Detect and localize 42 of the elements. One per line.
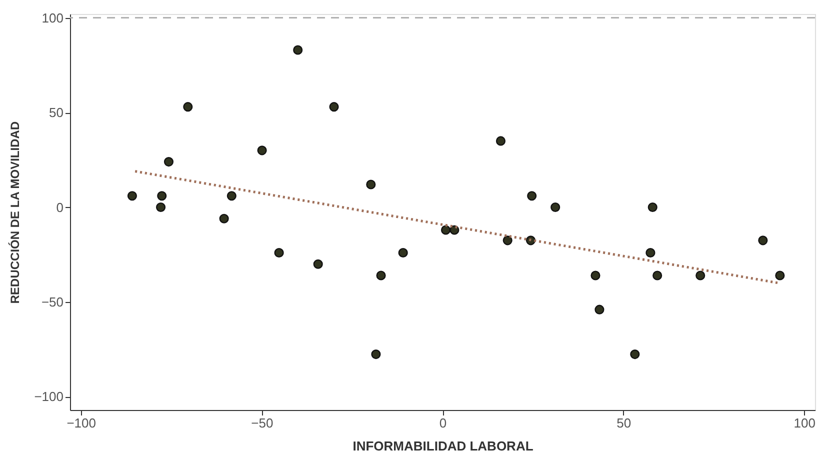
y-tick-label: 50 [49,105,64,120]
y-tick-label: −50 [41,294,64,310]
y-tick-label: −100 [34,389,64,404]
point [164,157,174,167]
point [496,136,506,146]
point [775,270,785,280]
point [594,304,604,314]
point [329,102,339,112]
x-tick-label: 50 [616,416,632,430]
x-tick-label: −100 [66,416,96,430]
point [630,350,640,360]
point [183,102,193,112]
point [257,146,267,156]
y-axis-title: REDUCCIÓN DE LA MOVILIDAD [8,121,22,304]
point [398,248,408,258]
point [366,180,376,190]
point [293,45,303,55]
point [371,350,381,360]
x-axis-title: INFORMABILIDAD LABORAL [352,438,534,454]
point [590,270,600,280]
point [219,214,229,224]
point [127,191,137,201]
y-tick-label: 0 [56,200,64,215]
point [648,202,658,212]
point [157,191,167,201]
y-tick-label: 100 [42,10,64,26]
point [313,259,323,269]
point [696,270,706,280]
point [527,191,537,201]
point [274,248,284,258]
point [440,225,451,235]
point [646,248,656,258]
x-tick-label: 100 [794,416,816,430]
x-tick-label: −50 [251,416,274,430]
point [376,270,386,280]
point [226,191,236,201]
x-tick-label: 0 [439,416,447,430]
point [502,236,512,246]
point [550,202,560,212]
point [156,202,166,212]
point [758,236,768,246]
point [652,270,662,280]
